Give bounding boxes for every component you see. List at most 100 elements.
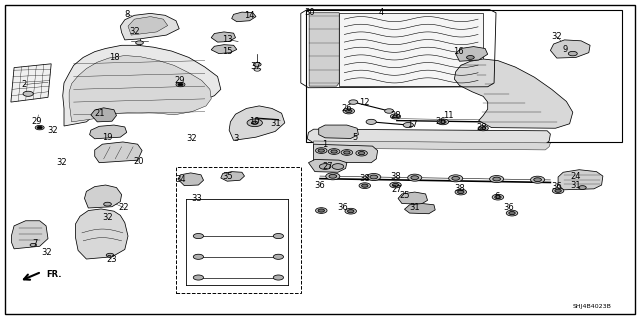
Circle shape xyxy=(359,183,371,189)
Polygon shape xyxy=(456,47,488,61)
Circle shape xyxy=(329,174,337,178)
Text: 29: 29 xyxy=(32,117,42,126)
Text: 21: 21 xyxy=(94,109,104,118)
Text: 9: 9 xyxy=(563,45,568,54)
Text: 31: 31 xyxy=(270,119,280,128)
Circle shape xyxy=(176,82,185,87)
Circle shape xyxy=(247,119,262,127)
Text: 12: 12 xyxy=(360,98,370,107)
Circle shape xyxy=(455,189,467,195)
Text: 25: 25 xyxy=(400,191,410,200)
Text: SHJ4B4023B: SHJ4B4023B xyxy=(573,304,611,309)
Circle shape xyxy=(35,125,44,130)
Circle shape xyxy=(341,150,353,155)
Text: 7: 7 xyxy=(33,239,38,248)
Text: 34: 34 xyxy=(175,175,186,184)
Circle shape xyxy=(346,109,352,113)
Text: FR.: FR. xyxy=(46,271,61,279)
Circle shape xyxy=(449,175,463,182)
Text: 27: 27 xyxy=(323,162,333,171)
Circle shape xyxy=(318,149,324,152)
Polygon shape xyxy=(404,204,435,214)
Circle shape xyxy=(344,151,350,154)
Circle shape xyxy=(319,164,331,169)
Text: 38: 38 xyxy=(454,184,465,193)
Circle shape xyxy=(104,202,111,206)
Text: 30: 30 xyxy=(304,8,314,17)
Polygon shape xyxy=(11,64,51,102)
Circle shape xyxy=(362,184,368,187)
Polygon shape xyxy=(309,13,339,86)
Text: 14: 14 xyxy=(244,11,255,20)
Polygon shape xyxy=(178,173,204,186)
Text: 27: 27 xyxy=(392,185,402,194)
Circle shape xyxy=(392,183,399,187)
Circle shape xyxy=(343,108,355,114)
Text: 20: 20 xyxy=(133,157,143,166)
Text: 15: 15 xyxy=(222,47,232,56)
Text: 31: 31 xyxy=(410,203,420,212)
Text: 32: 32 xyxy=(129,27,140,36)
Circle shape xyxy=(332,164,344,169)
Polygon shape xyxy=(308,160,347,172)
Text: 32: 32 xyxy=(102,213,113,222)
Circle shape xyxy=(106,253,114,257)
Circle shape xyxy=(568,51,577,56)
Circle shape xyxy=(328,149,340,154)
Circle shape xyxy=(403,122,413,128)
Circle shape xyxy=(349,100,358,104)
Circle shape xyxy=(390,114,401,119)
Text: 11: 11 xyxy=(443,111,453,120)
Polygon shape xyxy=(211,45,237,54)
Text: 29: 29 xyxy=(174,76,184,85)
Text: 37: 37 xyxy=(250,63,260,71)
Circle shape xyxy=(318,209,324,212)
Polygon shape xyxy=(12,221,48,249)
Text: 36: 36 xyxy=(552,182,562,191)
Polygon shape xyxy=(550,40,590,58)
Polygon shape xyxy=(314,144,378,163)
Text: 32: 32 xyxy=(42,248,52,256)
Circle shape xyxy=(458,190,464,194)
Polygon shape xyxy=(76,209,128,259)
Circle shape xyxy=(366,119,376,124)
Text: 5: 5 xyxy=(353,133,358,142)
Text: 36: 36 xyxy=(504,204,514,212)
Text: 13: 13 xyxy=(222,35,232,44)
Polygon shape xyxy=(69,56,211,122)
Circle shape xyxy=(531,176,545,183)
Circle shape xyxy=(23,91,33,96)
Circle shape xyxy=(411,176,419,180)
Text: 36: 36 xyxy=(337,204,348,212)
Circle shape xyxy=(345,208,356,214)
Circle shape xyxy=(273,275,284,280)
Text: 24: 24 xyxy=(571,172,581,181)
Circle shape xyxy=(534,178,541,182)
Text: 22: 22 xyxy=(118,203,129,212)
Polygon shape xyxy=(120,13,179,40)
Circle shape xyxy=(30,243,36,247)
Circle shape xyxy=(252,121,258,124)
Text: 32: 32 xyxy=(47,126,58,135)
Circle shape xyxy=(136,41,143,45)
Text: 2: 2 xyxy=(22,80,27,89)
Circle shape xyxy=(452,176,460,180)
Polygon shape xyxy=(398,192,428,204)
Polygon shape xyxy=(221,172,244,181)
Polygon shape xyxy=(454,59,573,128)
Text: 18: 18 xyxy=(109,53,119,62)
Text: 10: 10 xyxy=(250,117,260,126)
Polygon shape xyxy=(90,125,127,139)
Circle shape xyxy=(316,148,327,153)
Bar xyxy=(176,167,301,293)
Circle shape xyxy=(193,234,204,239)
Polygon shape xyxy=(558,170,603,190)
Text: 32: 32 xyxy=(57,158,67,167)
Polygon shape xyxy=(91,108,116,122)
Circle shape xyxy=(390,182,401,188)
Circle shape xyxy=(509,211,515,215)
Bar xyxy=(339,13,483,86)
Text: 6: 6 xyxy=(495,192,500,201)
Polygon shape xyxy=(229,106,285,140)
Circle shape xyxy=(37,126,42,129)
